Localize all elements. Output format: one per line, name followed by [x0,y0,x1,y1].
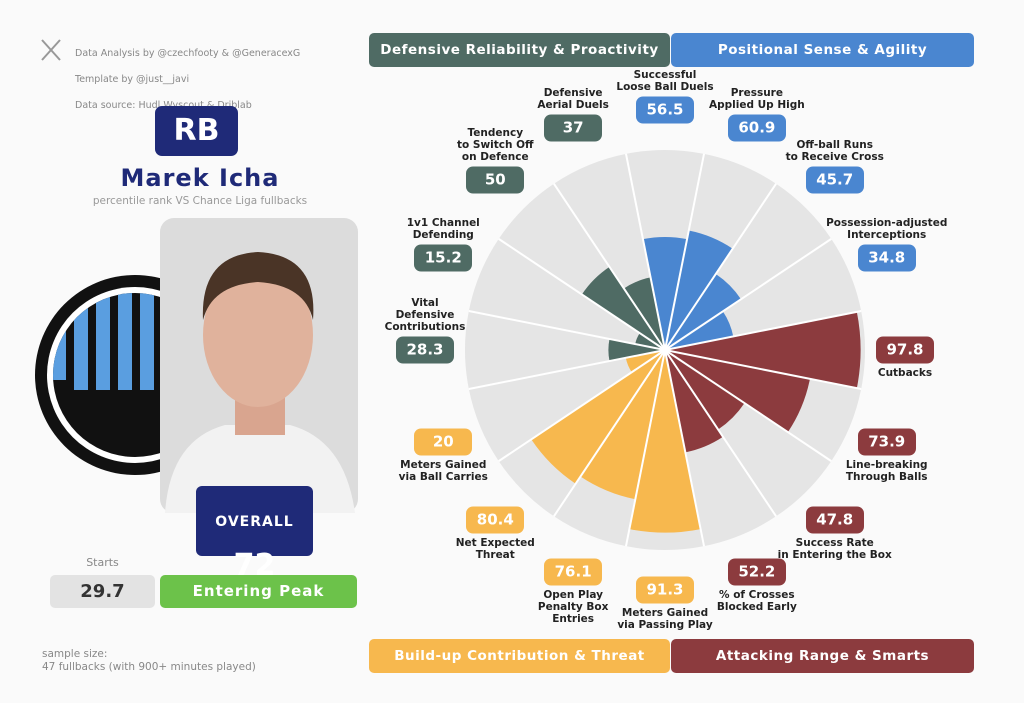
sample-size: sample size: 47 fullbacks (with 900+ min… [42,648,256,673]
overall-label: OVERALL [215,514,294,530]
slice-background [465,310,665,390]
career-stage: Entering Peak [160,575,357,608]
value-label: 52.2 [727,558,786,586]
starts-value: 29.7 [50,575,155,608]
separator [664,238,832,351]
bars [531,230,861,533]
separator [664,153,705,351]
value-label: 45.7 [805,166,864,194]
separator [498,349,666,462]
separator [664,349,862,390]
bar [580,350,665,500]
separator [468,349,666,390]
category-label: Tendency to Switch Off on Defence [457,127,534,164]
category-label: Net Expected Threat [455,536,535,561]
bar [665,274,741,350]
separators [468,153,862,547]
separator [664,349,832,462]
value-label: 28.3 [396,336,454,364]
category-label: Possession-adjusted Interceptions [826,217,948,242]
category-label: Line-breaking Through Balls [845,458,928,483]
category-label: Cutbacks [877,367,933,379]
bar [581,266,665,350]
credit-line: Template by @just__javi [75,74,190,85]
value-label: 15.2 [414,244,473,272]
separator [553,349,666,517]
group-banner: Positional Sense & Agility [671,33,974,67]
value-label: 47.8 [805,506,864,534]
category-label: Successful Loose Ball Duels [616,69,714,93]
bar [608,338,665,362]
separator [664,349,777,517]
credit-line: Data Analysis by @czechfooty & @Generace… [75,48,301,59]
value-label: 91.3 [636,576,694,604]
bar [623,277,665,350]
category-label: 1v1 Channel Defending [406,217,480,242]
value-label: 76.1 [544,558,603,586]
category-label: Meters Gained via Passing Play [617,607,713,631]
category-label: Pressure Applied Up High [708,87,805,112]
category-label: Meters Gained via Ball Carries [398,458,488,483]
subtitle: percentile rank VS Chance Liga fullbacks [92,195,308,207]
bar [665,350,745,430]
category-label: Defensive Aerial Duels [537,87,609,112]
value-label: 37 [544,114,603,142]
category-label: Success Rate in Entering the Box [777,536,892,561]
slice-background [468,238,665,350]
credit-line: Data source: Hudl Wyscout & Driblab [75,100,252,111]
bar [665,311,734,350]
x-logo [41,39,61,61]
credits: Data Analysis by @czechfooty & @Generace… [75,34,300,125]
separator [664,349,705,547]
separator [468,310,666,351]
separator [664,310,862,351]
value-label: 34.8 [857,244,916,272]
bar [665,230,733,350]
overall-box: OVERALL 72 [196,486,313,583]
separator [553,183,666,351]
slice-background [468,350,665,462]
separator [625,153,666,351]
value-label: 50 [466,166,525,194]
bar [629,350,701,533]
bar [665,350,724,453]
category-label: % of Crosses Blocked Early [716,588,797,613]
group-banner: Defensive Reliability & Proactivity [369,33,670,67]
bar [665,350,810,433]
category-label: Open Play Penalty Box Entries [537,588,609,625]
starts-label: Starts [86,556,119,569]
category-label: Vital Defensive Contributions [384,297,466,333]
separator [625,349,666,547]
bar [642,237,688,350]
group-banner: Attacking Range & Smarts [671,639,974,673]
value-label: 20 [414,428,473,456]
value-label: 60.9 [727,114,786,142]
player-name: Marek Icha [120,164,280,192]
bar [665,311,861,389]
group-banner: Build-up Contribution & Threat [369,639,670,673]
value-label: 73.9 [857,428,916,456]
value-label: 80.4 [466,506,525,534]
player-photo [160,218,358,513]
category-label: Off-ball Runs to Receive Cross [785,139,884,164]
separator [498,238,666,351]
separator [664,183,777,351]
value-label: 56.5 [636,96,694,124]
bar [531,350,665,484]
value-label: 97.8 [876,336,934,364]
position-badge: RB [155,106,238,156]
